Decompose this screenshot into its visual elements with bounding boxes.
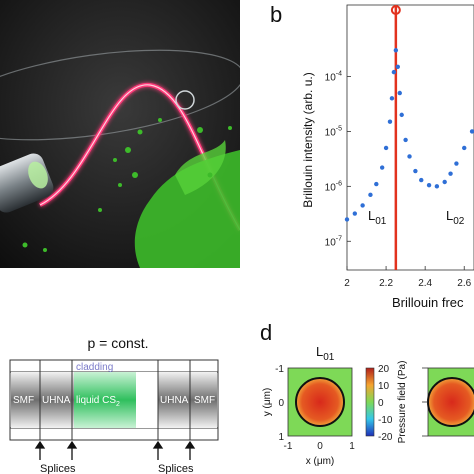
data-point xyxy=(434,184,440,189)
colorbar-tick-20: 20 xyxy=(378,364,390,375)
y-tick-label: 10-7 xyxy=(325,235,342,248)
colorbar-tick-10: 10 xyxy=(378,381,390,392)
panel-letter-d: d xyxy=(260,320,272,345)
data-point xyxy=(360,203,365,208)
data-point xyxy=(426,182,432,188)
segment-smf-left: SMF xyxy=(13,395,34,406)
splices-label-left: Splices xyxy=(40,463,76,474)
data-points xyxy=(344,48,474,222)
segment-smf-right: SMF xyxy=(194,395,215,406)
y-tick-label: 10-4 xyxy=(325,70,342,83)
data-point xyxy=(413,168,418,174)
y-tick-bottom: 1 xyxy=(278,432,284,443)
data-point xyxy=(379,165,385,170)
cladding-label: cladding xyxy=(76,362,113,373)
data-point xyxy=(448,171,453,176)
y-tick-labels: 10-4 10-5 10-6 10-7 xyxy=(325,70,342,248)
brillouin-spectrum-plot: b 10-4 10-5 10-6 10-7 2 2.2 2.4 2.6 Brillouin … xyxy=(270,2,474,310)
data-point xyxy=(391,69,397,75)
mode-label-l01: L01 xyxy=(368,208,387,227)
data-point xyxy=(407,154,412,159)
data-point xyxy=(469,129,474,134)
mode-label-l02: L02 xyxy=(446,208,465,227)
liquid-core xyxy=(74,372,136,428)
splice-arrows xyxy=(34,440,196,460)
data-point xyxy=(397,90,402,96)
colorbar-label: Pressure field (Pa) xyxy=(397,361,408,444)
colorbar-tick-minus10: -10 xyxy=(378,415,393,426)
y-tick-mid: 0 xyxy=(278,398,284,409)
x-tick-right: 1 xyxy=(349,441,355,452)
colorbar-tick-0: 0 xyxy=(378,398,384,409)
x-tick-label: 2.6 xyxy=(457,278,471,289)
data-point xyxy=(419,177,424,183)
fiber-schematic: p = const. cladding SMF UHNA liquid CS2 … xyxy=(9,335,219,474)
segment-liquid: liquid CS2 xyxy=(76,395,120,408)
data-point xyxy=(387,119,393,124)
x-tick-label: 2 xyxy=(344,278,350,289)
map-x-label: x (μm) xyxy=(306,456,335,467)
pressure-title: p = const. xyxy=(87,335,148,351)
pressure-mode-map: d L01 -1 0 1 -1 0 1 y (μm) x (μm) 20 10 … xyxy=(260,320,474,467)
y-tick-top: -1 xyxy=(275,364,284,375)
colorbar-tick-minus20: -20 xyxy=(378,432,393,443)
y-tick-label: 10-5 xyxy=(325,125,342,138)
data-point xyxy=(389,96,395,101)
data-point xyxy=(374,181,379,187)
segment-uhna-left: UHNA xyxy=(42,395,71,406)
panel-letter-b: b xyxy=(270,2,282,27)
x-tick-mid: 0 xyxy=(317,441,323,452)
data-point xyxy=(393,48,399,53)
data-point xyxy=(399,112,404,118)
data-point xyxy=(395,64,400,69)
data-point xyxy=(462,145,467,151)
data-point xyxy=(352,211,358,216)
peak-circle xyxy=(390,5,401,15)
plot-axes xyxy=(346,4,474,271)
colorbar xyxy=(365,367,375,437)
map-y-label: y (μm) xyxy=(262,388,273,417)
core-boundary xyxy=(295,377,345,427)
x-tick-left: -1 xyxy=(284,441,293,452)
y-axis-label: Brillouin intensity (arb. u.) xyxy=(301,72,315,207)
data-point xyxy=(344,217,350,222)
second-core-boundary xyxy=(427,377,474,427)
fiber-photograph xyxy=(0,0,240,268)
segment-uhna-right: UHNA xyxy=(160,395,189,406)
x-axis-label: Brillouin frec xyxy=(392,295,464,310)
fiber-connector xyxy=(0,153,54,213)
x-tick-label: 2.4 xyxy=(418,278,432,289)
x-tick-label: 2.2 xyxy=(379,278,393,289)
y-tick-label: 10-6 xyxy=(325,180,342,193)
data-point xyxy=(442,179,447,185)
data-point xyxy=(368,192,373,198)
x-tick-labels: 2 2.2 2.4 2.6 xyxy=(344,278,471,289)
splices-label-right: Splices xyxy=(158,463,194,474)
mode-title-l01: L01 xyxy=(316,344,335,363)
data-point xyxy=(454,161,459,166)
data-point xyxy=(403,137,408,143)
green-liquid-splash xyxy=(22,118,240,268)
plot-area xyxy=(346,4,474,271)
data-point xyxy=(383,145,389,151)
